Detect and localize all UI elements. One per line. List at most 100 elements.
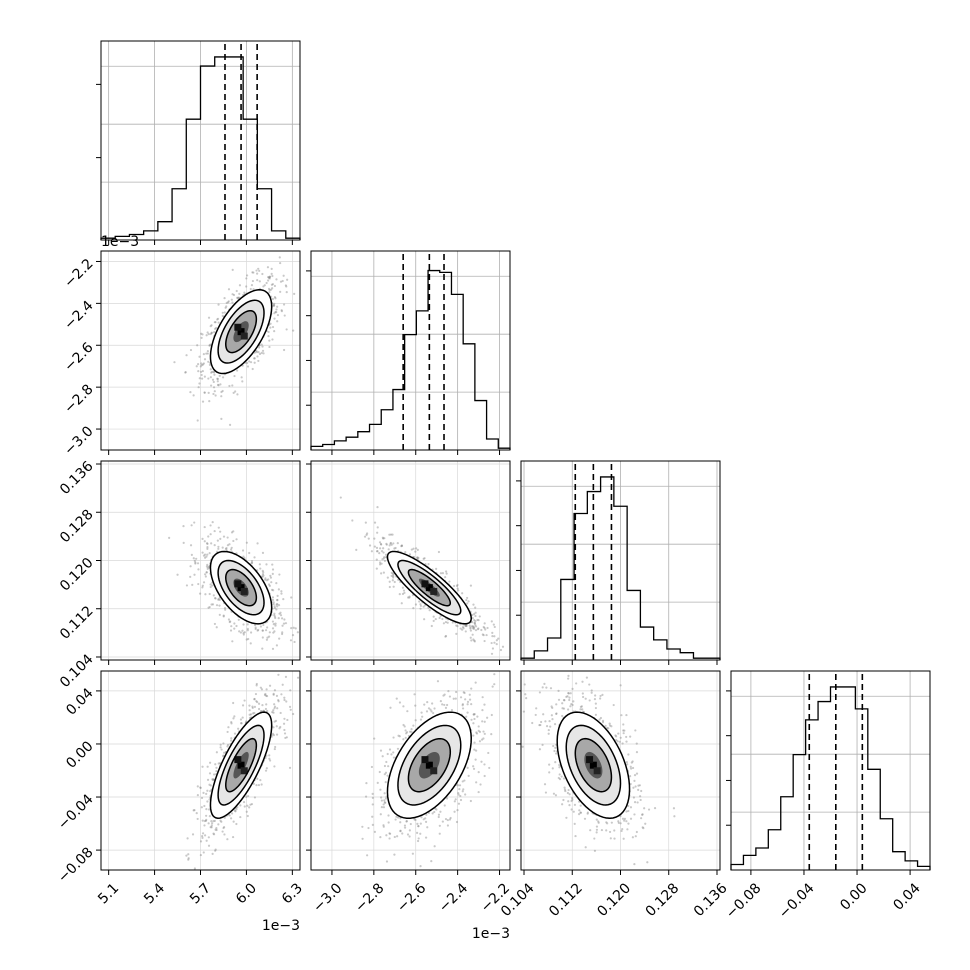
scatter-point — [253, 697, 256, 701]
scatter-point — [261, 569, 264, 572]
scatter-point — [206, 350, 209, 353]
scatter-point — [469, 636, 472, 639]
scatter-point — [261, 349, 265, 352]
scatter-point — [203, 556, 207, 559]
scatter-point — [455, 624, 458, 627]
scatter-point — [209, 533, 212, 536]
contour-line — [225, 568, 258, 607]
scatter-point — [483, 732, 486, 735]
scatter-point — [471, 617, 474, 620]
scatter-point — [261, 629, 264, 632]
scatter-point — [289, 708, 292, 711]
scatter-point — [593, 837, 596, 840]
contour-line — [209, 550, 273, 625]
scatter-point — [542, 713, 545, 716]
scatter-point — [196, 794, 199, 797]
scatter-point — [223, 606, 227, 610]
scatter-point — [424, 820, 428, 823]
scatter-point — [262, 709, 265, 712]
scatter-point — [204, 834, 207, 837]
scatter-point — [416, 556, 419, 559]
scatter-point — [406, 596, 410, 599]
scatter-point — [376, 550, 379, 553]
scatter-point — [264, 578, 267, 581]
scatter-point — [515, 662, 517, 664]
scatter-point — [219, 743, 222, 746]
scatter-point — [256, 279, 259, 282]
scatter-point — [558, 766, 561, 769]
scatter-point — [206, 778, 210, 781]
histogram-frame-1 — [310, 250, 511, 451]
scatter-point — [389, 706, 392, 709]
scatter-point — [217, 597, 220, 601]
scatter-point — [229, 548, 233, 551]
scatter-point — [205, 565, 209, 568]
scatter-point — [383, 773, 386, 776]
scatter-point — [447, 690, 450, 693]
scatter-point — [478, 740, 482, 743]
scatter-point — [233, 627, 236, 630]
scatter-point — [261, 272, 264, 276]
scatter-point — [279, 611, 282, 614]
scatter-point — [271, 732, 275, 735]
scatter-point — [224, 608, 227, 611]
scatter-point — [399, 821, 402, 824]
scatter-point — [488, 766, 491, 770]
scatter-point — [190, 553, 193, 556]
scatter-point — [400, 544, 404, 547]
scatter-point — [238, 630, 241, 633]
scatter-point — [231, 812, 234, 815]
scatter-point — [250, 561, 254, 564]
scatter-panel-0-1 — [96, 250, 301, 455]
scatter-point — [373, 737, 376, 740]
panel-content — [311, 671, 510, 870]
scatter-point — [221, 314, 224, 317]
scatter-point — [339, 496, 342, 499]
scatter-point — [373, 537, 376, 540]
scatter-point — [243, 805, 246, 808]
scatter-point — [268, 275, 272, 279]
scatter-frame-1-3 — [310, 670, 511, 871]
scatter-point — [273, 605, 276, 608]
scatter-point — [379, 542, 383, 546]
scatter-point — [205, 571, 208, 574]
scatter-point — [214, 394, 217, 397]
scatter-point — [249, 713, 253, 716]
scatter-point — [391, 579, 394, 582]
scatter-point — [210, 371, 213, 374]
scatter-point — [461, 626, 465, 629]
scatter-point — [219, 383, 222, 386]
scatter-point — [473, 741, 476, 744]
scatter-point — [213, 390, 216, 393]
scatter-point — [211, 603, 215, 606]
scatter-point — [373, 521, 377, 524]
scatter-point — [371, 815, 374, 818]
scatter-point — [386, 774, 389, 777]
scatter-point — [403, 824, 407, 827]
scatter-point — [524, 693, 527, 696]
scatter-point — [245, 795, 248, 799]
scatter-point — [381, 755, 384, 758]
scatter-point — [280, 693, 283, 696]
scatter-point — [267, 330, 270, 334]
scatter-point — [271, 596, 275, 599]
contour-line — [225, 737, 258, 793]
scatter-point — [206, 765, 209, 768]
scatter-point — [466, 602, 469, 605]
scatter-point — [272, 709, 275, 712]
scatter-point — [378, 541, 382, 544]
scatter-point — [262, 571, 265, 574]
scatter-point — [222, 614, 225, 617]
scatter-point — [490, 733, 493, 736]
scatter-point — [256, 272, 259, 275]
scatter-point — [256, 355, 259, 358]
scatter-point — [382, 551, 385, 554]
scatter-point — [272, 603, 275, 606]
scatter-point — [226, 730, 229, 734]
scatter-point — [286, 278, 289, 281]
scatter-point — [267, 287, 271, 291]
scatter-point — [214, 321, 217, 324]
scatter-point — [441, 703, 444, 706]
scatter-point — [289, 689, 292, 692]
density-cell — [237, 584, 245, 592]
